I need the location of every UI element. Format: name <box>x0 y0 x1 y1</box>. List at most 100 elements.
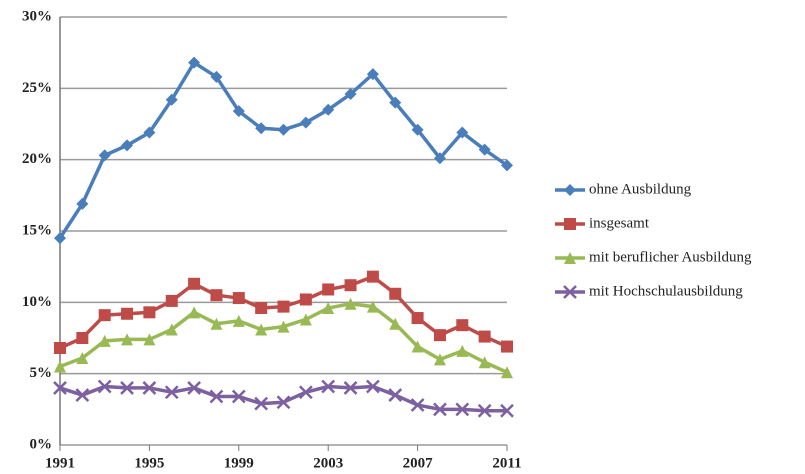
marker <box>210 317 223 330</box>
marker <box>232 292 245 305</box>
marker <box>501 159 513 172</box>
marker <box>411 123 424 136</box>
marker <box>322 302 335 315</box>
marker <box>209 389 224 404</box>
marker <box>76 351 89 364</box>
marker <box>188 277 201 290</box>
marker <box>344 297 357 310</box>
legend: ohne Ausbildung insgesamt mit beruflicher … <box>555 181 752 299</box>
marker <box>76 197 89 210</box>
marker <box>500 403 514 418</box>
x-tick-label: 1995 <box>134 455 164 471</box>
marker <box>255 302 268 315</box>
marker <box>343 381 358 395</box>
marker <box>98 334 111 347</box>
y-tick-label: 30% <box>22 8 52 24</box>
marker <box>232 105 245 118</box>
marker <box>456 344 469 357</box>
legend-label: mit beruflicher Ausbildung <box>589 249 752 265</box>
marker <box>299 293 312 306</box>
marker <box>366 379 380 394</box>
y-tick-label: 10% <box>22 294 52 310</box>
marker <box>187 381 201 395</box>
legend-label: mit Hochschulausbildung <box>589 283 743 299</box>
marker <box>98 309 111 322</box>
legend-marker <box>563 285 577 299</box>
marker <box>143 306 156 319</box>
legend-marker <box>564 252 576 264</box>
marker <box>366 300 379 313</box>
marker <box>277 320 290 333</box>
marker <box>389 96 402 109</box>
legend-marker <box>564 184 576 196</box>
marker <box>433 353 446 366</box>
marker <box>299 313 312 326</box>
marker <box>54 360 66 373</box>
marker <box>143 333 156 346</box>
marker <box>277 123 290 136</box>
series-line <box>59 384 507 413</box>
marker <box>366 270 379 283</box>
marker <box>54 232 66 245</box>
marker <box>121 307 134 320</box>
y-tick-label: 20% <box>22 151 52 167</box>
marker <box>478 330 491 343</box>
marker <box>210 70 223 83</box>
marker <box>456 126 469 139</box>
marker <box>232 314 245 327</box>
y-tick-label: 0% <box>30 436 53 452</box>
marker <box>255 323 268 336</box>
marker <box>165 294 178 307</box>
marker <box>478 143 491 156</box>
marker <box>501 340 513 353</box>
marker <box>165 93 178 106</box>
marker <box>433 329 446 342</box>
marker <box>455 402 470 417</box>
marker <box>366 68 379 81</box>
marker <box>255 122 268 135</box>
y-tick-label: 5% <box>30 365 53 381</box>
marker <box>277 300 290 313</box>
marker <box>165 323 178 336</box>
marker <box>344 88 357 101</box>
marker <box>433 402 447 417</box>
marker <box>53 381 67 395</box>
x-tick-label: 2007 <box>403 455 434 471</box>
marker <box>142 381 157 395</box>
y-tick-label: 15% <box>22 222 52 238</box>
marker <box>97 379 112 394</box>
marker <box>322 103 335 116</box>
legend-label: ohne Ausbildung <box>589 181 692 197</box>
marker <box>433 152 446 165</box>
marker <box>143 126 156 139</box>
marker <box>299 116 312 129</box>
marker <box>188 56 201 69</box>
marker <box>411 340 424 353</box>
marker <box>389 317 402 330</box>
marker <box>477 403 492 418</box>
legend-label: insgesamt <box>589 215 650 231</box>
marker <box>98 149 111 162</box>
marker <box>54 341 66 354</box>
marker <box>121 333 134 346</box>
marker <box>501 366 513 379</box>
marker <box>231 389 246 404</box>
marker <box>344 279 357 292</box>
marker <box>321 379 336 394</box>
marker <box>389 287 402 300</box>
marker <box>164 385 179 400</box>
marker <box>276 395 291 410</box>
marker <box>75 388 90 402</box>
marker <box>121 139 134 152</box>
marker <box>76 332 89 344</box>
marker <box>388 388 403 402</box>
x-tick-label: 2011 <box>492 455 521 471</box>
marker <box>411 312 424 325</box>
legend-marker <box>564 218 576 230</box>
marker <box>410 398 425 412</box>
marker <box>188 306 201 319</box>
marker <box>210 289 223 302</box>
x-tick-label: 1991 <box>45 455 75 471</box>
y-tick-label: 25% <box>22 80 52 96</box>
